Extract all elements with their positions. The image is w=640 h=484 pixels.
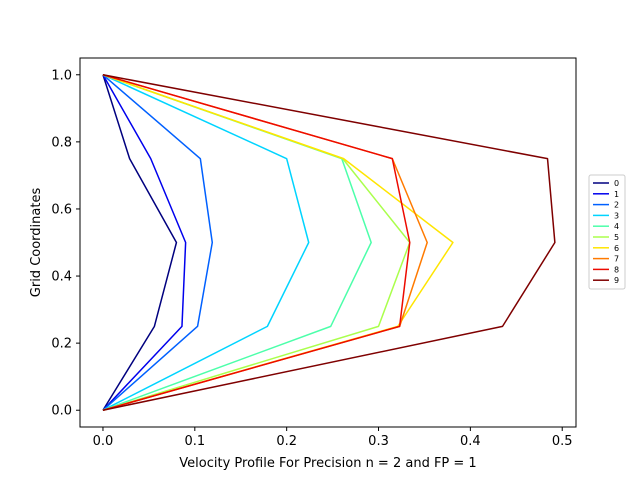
series-line-9 [102, 74, 556, 411]
series-line-2 [102, 74, 214, 411]
y-axis-label: Grid Coordinates [29, 188, 44, 298]
x-axis: 0.0 0.1 0.2 0.3 0.4 0.5 [93, 427, 573, 449]
y-tick-label: 0.4 [51, 270, 72, 285]
legend-label-9: 9 [614, 276, 619, 285]
series-line-0 [102, 74, 178, 411]
legend-label-5: 5 [614, 233, 619, 242]
legend-label-2: 2 [614, 201, 619, 210]
y-tick-label: 0.8 [51, 135, 72, 150]
legend-frame [588, 174, 626, 290]
y-axis: 0.0 0.2 0.4 0.6 0.8 1.0 [51, 68, 80, 419]
legend-label-8: 8 [614, 265, 619, 274]
series-line-3 [102, 74, 310, 411]
series-layer [102, 74, 556, 411]
plot-area [80, 58, 576, 427]
x-axis-label: Velocity Profile For Precision n = 2 and… [179, 456, 476, 471]
x-tick-label: 0.0 [93, 434, 114, 449]
x-tick-label: 0.1 [184, 434, 205, 449]
legend-label-4: 4 [614, 222, 619, 231]
plot-frame [79, 57, 577, 428]
y-tick-label: 0.6 [51, 202, 72, 217]
x-tick-label: 0.5 [552, 434, 573, 449]
legend-label-7: 7 [614, 255, 619, 264]
x-tick-label: 0.4 [460, 434, 481, 449]
legend-label-6: 6 [614, 244, 619, 253]
legend-label-0: 0 [614, 179, 619, 188]
y-tick-label: 0.0 [51, 404, 72, 419]
y-tick-label: 0.2 [51, 337, 72, 352]
legend-label-3: 3 [614, 211, 619, 220]
series-line-8 [102, 74, 411, 411]
series-line-1 [102, 74, 187, 411]
y-tick-label: 1.0 [51, 68, 72, 83]
x-tick-label: 0.3 [368, 434, 389, 449]
legend-label-1: 1 [614, 190, 619, 199]
x-tick-label: 0.2 [276, 434, 297, 449]
